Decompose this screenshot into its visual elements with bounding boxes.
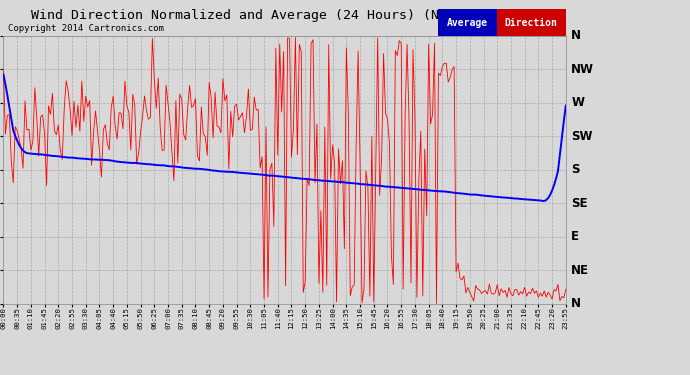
Text: Average: Average	[447, 18, 488, 27]
Text: SE: SE	[571, 197, 588, 210]
Text: NW: NW	[571, 63, 594, 76]
Text: Wind Direction Normalized and Average (24 Hours) (New) 20140527: Wind Direction Normalized and Average (2…	[31, 9, 535, 22]
Text: N: N	[571, 297, 581, 310]
Text: W: W	[571, 96, 584, 109]
Text: SW: SW	[571, 130, 593, 142]
Text: E: E	[571, 230, 580, 243]
Text: Direction: Direction	[505, 18, 558, 27]
Text: S: S	[571, 163, 580, 176]
Text: NE: NE	[571, 264, 589, 277]
Text: Copyright 2014 Cartronics.com: Copyright 2014 Cartronics.com	[8, 24, 164, 33]
Text: N: N	[571, 29, 581, 42]
